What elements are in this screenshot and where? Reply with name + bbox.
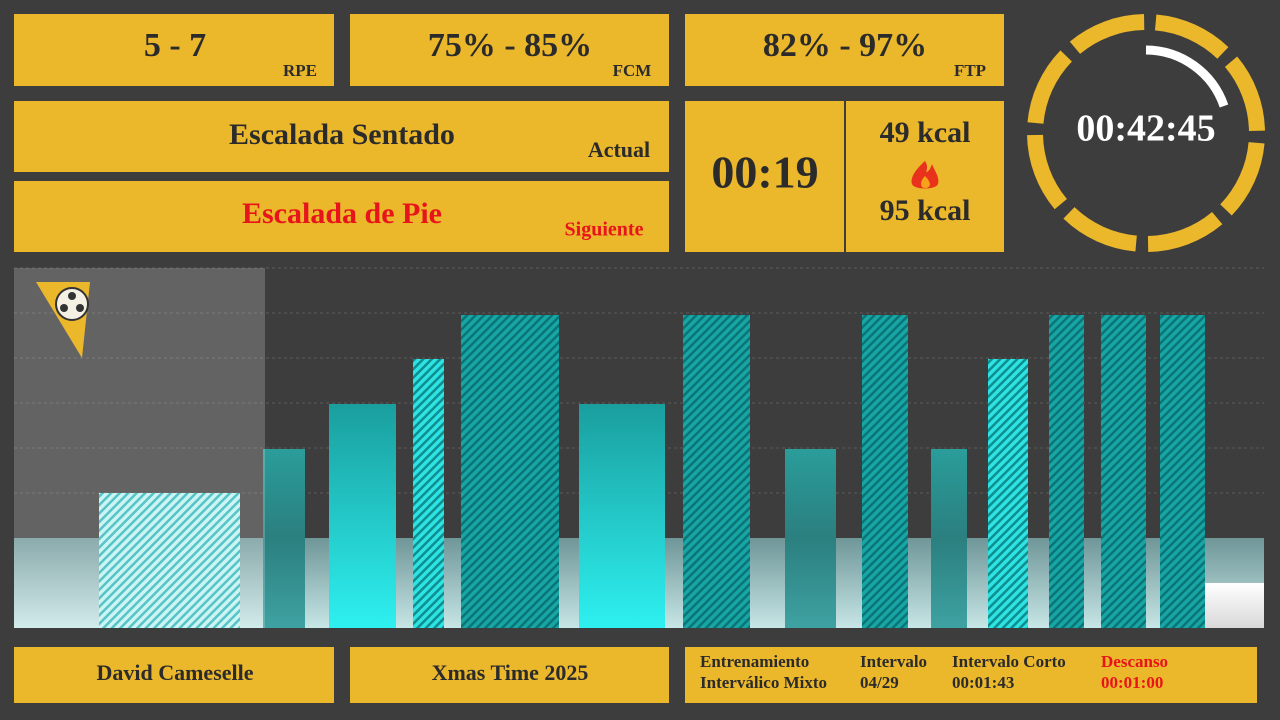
segment — [862, 315, 908, 628]
segment — [1160, 315, 1205, 628]
current-label: Actual — [588, 137, 650, 162]
workout-name: Entrenamiento — [700, 652, 809, 671]
segment — [785, 449, 836, 628]
interval-value: 04/29 — [860, 673, 899, 692]
progress-arc — [1145, 45, 1229, 108]
total-timer: 00:42:45 — [1027, 14, 1265, 252]
target-value: 5 - 7 — [144, 27, 206, 64]
rest-label: Descanso — [1101, 652, 1168, 671]
calories-current: 49 kcal — [880, 116, 971, 149]
panel — [350, 647, 669, 703]
interval-timer: 00:19 — [711, 147, 818, 198]
target-value: 82% - 97% — [763, 27, 927, 64]
next-interval-value: 00:01:43 — [952, 673, 1014, 692]
panel — [685, 101, 844, 252]
workout-name: Interválico Mixto — [700, 673, 827, 692]
next-interval-label: Intervalo Corto — [952, 652, 1066, 671]
flame-core — [921, 176, 930, 189]
target-label: FTP — [954, 61, 986, 80]
target-boxes: 5 - 7 RPE 75% - 85% FCM 82% - 97% FTP — [14, 14, 1004, 86]
segment — [579, 404, 665, 628]
panel — [350, 14, 669, 86]
segment — [99, 493, 240, 628]
segment — [931, 449, 967, 628]
panel — [685, 14, 1004, 86]
rest-value: 00:01:00 — [1101, 673, 1163, 692]
segment — [1049, 315, 1084, 628]
panel — [14, 14, 334, 86]
target-value: 75% - 85% — [428, 27, 592, 64]
athlete-name: David Cameselle — [96, 660, 253, 685]
workout-profile — [14, 267, 1264, 628]
panel — [14, 181, 669, 252]
session-name: Xmas Time 2025 — [432, 660, 589, 685]
ring — [1027, 14, 1265, 252]
total-time: 00:42:45 — [1076, 108, 1215, 150]
segment — [461, 315, 559, 628]
elapsed-overlay — [14, 268, 265, 628]
segment — [988, 359, 1028, 628]
segment — [1101, 315, 1146, 628]
flame-icon — [911, 161, 939, 189]
calories-target: 95 kcal — [880, 194, 971, 227]
next-label: Siguiente — [565, 219, 644, 241]
panel — [685, 647, 1257, 703]
segment — [329, 404, 396, 628]
segment — [413, 359, 444, 628]
interval-label: Intervalo — [860, 652, 927, 671]
panel — [14, 101, 669, 172]
target-label: RPE — [283, 61, 317, 80]
segment — [263, 449, 305, 628]
segment — [1205, 583, 1264, 628]
logo — [36, 282, 90, 358]
segment — [683, 315, 750, 628]
next-interval: Escalada de Pie — [242, 197, 442, 230]
current-interval: Escalada Sentado — [229, 118, 455, 151]
target-label: FCM — [613, 61, 652, 80]
panel — [14, 647, 334, 703]
